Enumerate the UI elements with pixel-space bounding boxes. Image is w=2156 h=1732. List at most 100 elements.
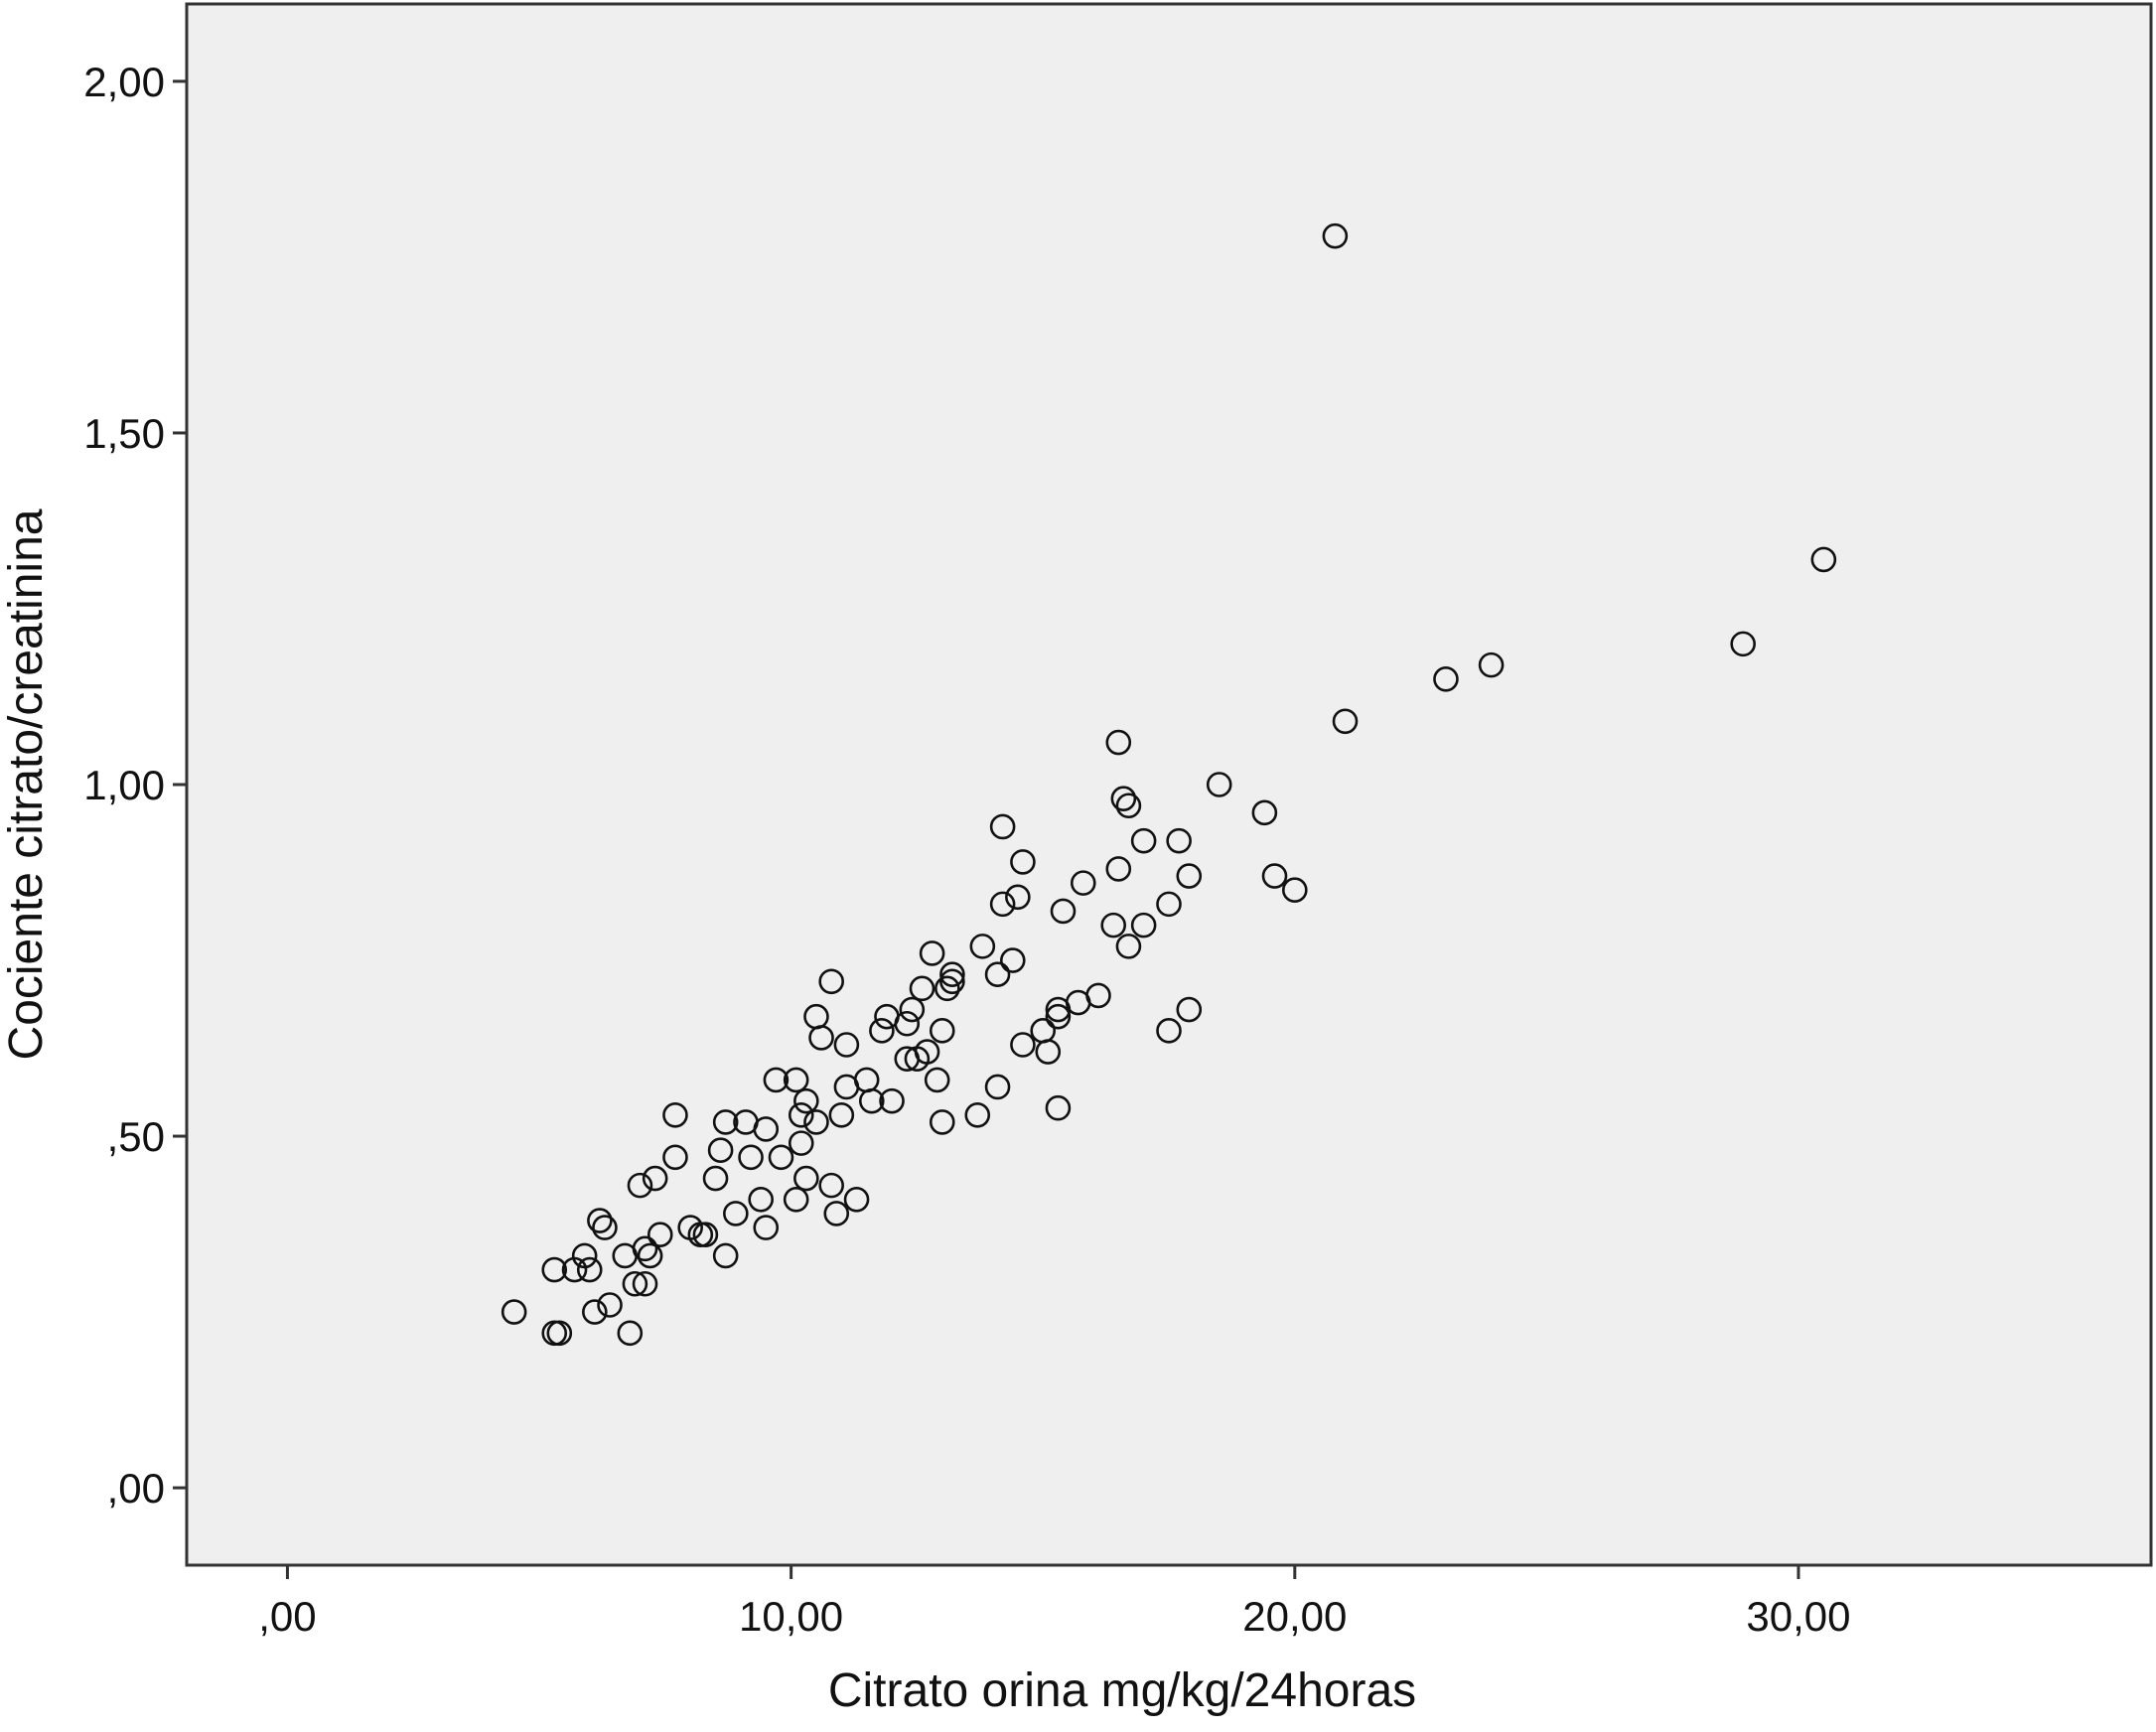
data-point bbox=[632, 1270, 658, 1297]
y-tick-label: 1,00 bbox=[83, 762, 165, 808]
data-point bbox=[924, 1067, 950, 1093]
data-point bbox=[723, 1201, 749, 1227]
data-point bbox=[803, 1109, 829, 1135]
data-point bbox=[879, 1087, 905, 1114]
data-point bbox=[662, 1144, 688, 1171]
data-point bbox=[1010, 849, 1036, 875]
data-point bbox=[592, 1215, 618, 1240]
data-point bbox=[989, 891, 1016, 918]
data-point bbox=[1105, 856, 1132, 882]
data-point bbox=[869, 1018, 895, 1044]
data-point bbox=[984, 1074, 1011, 1100]
data-point bbox=[929, 1018, 955, 1044]
data-point bbox=[1206, 772, 1232, 797]
data-point bbox=[1010, 1032, 1036, 1058]
data-point bbox=[622, 1270, 648, 1297]
data-point bbox=[1332, 708, 1359, 735]
data-point bbox=[783, 1186, 809, 1213]
data-point bbox=[818, 968, 844, 995]
data-point bbox=[587, 1208, 613, 1233]
data-point bbox=[1281, 877, 1308, 904]
data-point bbox=[546, 1320, 573, 1347]
data-point bbox=[753, 1215, 780, 1240]
data-point bbox=[1105, 729, 1132, 756]
y-axis-title: Cociente citrato/creatinina bbox=[0, 508, 53, 1060]
data-point bbox=[1045, 1003, 1072, 1030]
data-point bbox=[541, 1256, 568, 1283]
data-point bbox=[1730, 631, 1756, 657]
data-point bbox=[582, 1299, 608, 1325]
data-point bbox=[894, 1010, 921, 1037]
data-point bbox=[1130, 912, 1157, 938]
data-point bbox=[788, 1102, 814, 1128]
x-axis-title: Citrato orina mg/kg/24horas bbox=[828, 1664, 1416, 1717]
data-point bbox=[571, 1242, 598, 1269]
plot-area bbox=[185, 2, 2153, 1567]
data-point bbox=[788, 1130, 814, 1156]
data-point bbox=[637, 1242, 663, 1269]
y-tick-label: 1,50 bbox=[83, 410, 165, 457]
data-point bbox=[738, 1144, 764, 1171]
data-point bbox=[1810, 546, 1837, 573]
data-point bbox=[662, 1102, 688, 1128]
data-point bbox=[1156, 891, 1182, 918]
y-tick-label: ,50 bbox=[107, 1113, 165, 1160]
y-tick-label: ,00 bbox=[107, 1465, 165, 1512]
data-point bbox=[712, 1109, 739, 1135]
data-point bbox=[768, 1144, 794, 1171]
x-tick-label: ,00 bbox=[258, 1593, 316, 1640]
data-point bbox=[1478, 651, 1505, 678]
data-point bbox=[1261, 863, 1288, 889]
y-tick-label: 2,00 bbox=[83, 59, 165, 105]
data-point bbox=[1251, 799, 1278, 826]
data-point bbox=[818, 1172, 844, 1199]
data-point bbox=[1045, 1094, 1072, 1121]
data-point bbox=[964, 1102, 991, 1128]
data-point bbox=[793, 1165, 819, 1192]
data-point bbox=[833, 1032, 860, 1058]
data-point bbox=[1322, 222, 1349, 249]
data-point bbox=[707, 1137, 734, 1164]
data-point bbox=[692, 1222, 719, 1247]
data-point bbox=[1085, 982, 1111, 1009]
axis-ticks: ,00 ,50 1,00 1,50 2,00 ,00 10,00 20,00 30,00 bbox=[83, 59, 1850, 1640]
data-point bbox=[1070, 870, 1096, 896]
data-point bbox=[1176, 996, 1203, 1023]
data-point bbox=[1050, 898, 1077, 925]
data-point bbox=[919, 940, 945, 966]
data-point bbox=[1156, 1018, 1182, 1044]
data-point bbox=[748, 1186, 774, 1213]
data-point bbox=[763, 1067, 790, 1093]
data-point bbox=[1115, 934, 1142, 959]
data-point bbox=[843, 1186, 870, 1213]
x-tick-label: 30,00 bbox=[1746, 1593, 1850, 1640]
data-point bbox=[823, 1201, 850, 1227]
data-point bbox=[793, 1087, 819, 1114]
data-point bbox=[712, 1242, 739, 1269]
data-point bbox=[828, 1102, 855, 1128]
x-tick-label: 10,00 bbox=[739, 1593, 843, 1640]
data-point bbox=[934, 975, 960, 1002]
data-point bbox=[1100, 912, 1127, 938]
data-point bbox=[914, 1039, 940, 1065]
x-tick-label: 20,00 bbox=[1242, 1593, 1347, 1640]
data-points bbox=[501, 222, 1837, 1347]
data-point bbox=[1433, 665, 1459, 692]
data-point bbox=[939, 961, 965, 987]
data-point bbox=[989, 813, 1016, 840]
data-point bbox=[702, 1165, 729, 1192]
data-point bbox=[1176, 863, 1203, 889]
data-point bbox=[627, 1172, 653, 1199]
data-point bbox=[1130, 827, 1157, 854]
data-point bbox=[1035, 1039, 1062, 1065]
data-point bbox=[576, 1256, 603, 1283]
data-point bbox=[909, 975, 935, 1002]
data-point bbox=[632, 1235, 658, 1262]
data-point bbox=[929, 1109, 955, 1135]
data-point bbox=[999, 947, 1026, 973]
data-point bbox=[617, 1320, 644, 1347]
data-point bbox=[808, 1025, 834, 1051]
data-point bbox=[1110, 786, 1137, 811]
data-point bbox=[501, 1299, 527, 1325]
